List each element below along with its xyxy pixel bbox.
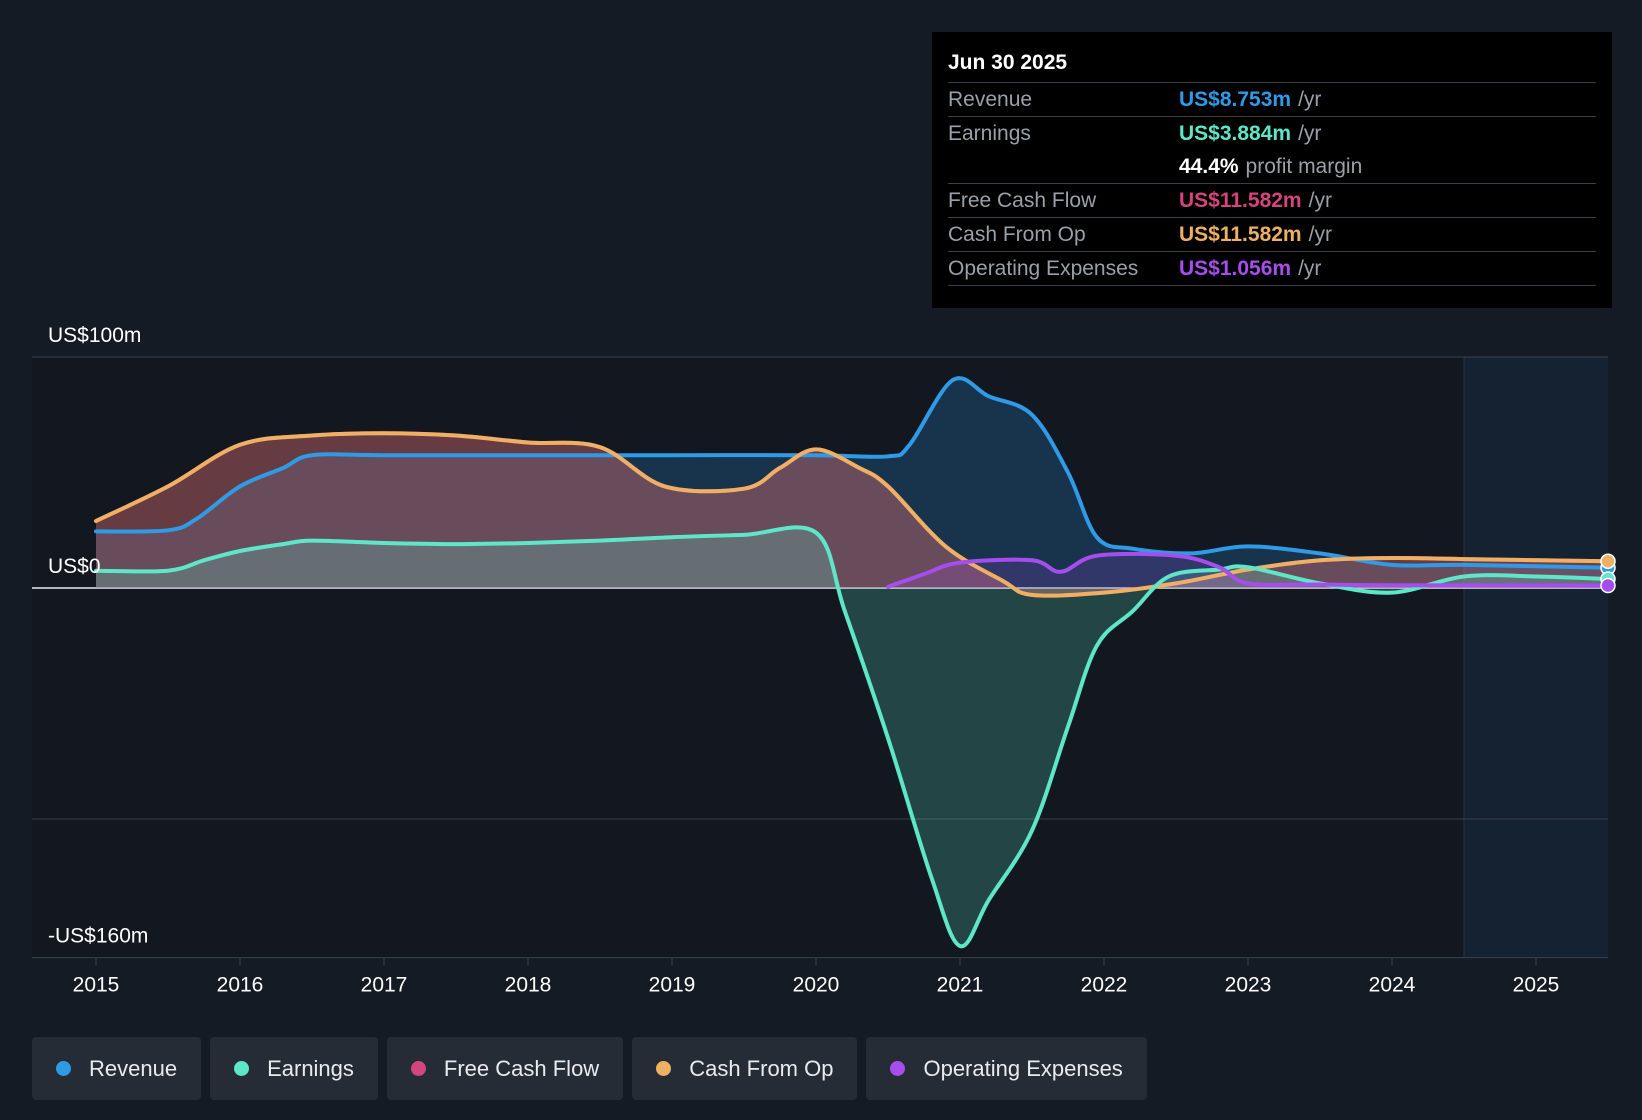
tooltip-row-operating-expenses: Operating Expenses US$1.056m /yr [948,251,1596,285]
tooltip-value: US$11.582m [1179,188,1302,212]
tooltip-row-free-cash-flow: Free Cash Flow US$11.582m /yr [948,183,1596,217]
profit-margin-value: 44.4% [1179,154,1239,178]
tooltip-divider [948,285,1596,286]
legend-item-operating-expenses[interactable]: Operating Expenses [866,1037,1147,1100]
legend: Revenue Earnings Free Cash Flow Cash Fro… [32,1037,1156,1100]
profit-margin-label: profit margin [1245,154,1363,178]
x-tick-label: 2024 [1369,974,1416,997]
tooltip-label: Free Cash Flow [948,188,1097,212]
y-axis-label: -US$160m [48,925,148,948]
cash-from-op-end-point [1600,553,1616,569]
y-axis-label: US$0 [48,555,101,578]
tooltip-unit: /yr [1308,188,1332,212]
tooltip-unit: /yr [1298,87,1322,111]
tooltip-panel: Jun 30 2025 Revenue US$8.753m /yr Earnin… [932,32,1612,308]
earnings-line [94,525,1610,949]
free-cash-flow-area [96,433,1608,596]
x-tick-label: 2017 [361,974,408,997]
revenue-line [94,376,1610,570]
tooltip-row-earnings: Earnings US$3.884m /yr [948,116,1596,150]
tooltip-label: Earnings [948,121,1031,145]
operating-expenses-end-point [1600,577,1616,594]
legend-item-revenue[interactable]: Revenue [32,1037,202,1100]
x-tick-label: 2020 [793,974,840,997]
tooltip-date: Jun 30 2025 [948,51,1068,74]
earnings-area [96,527,1608,947]
tooltip-value: US$3.884m [1179,121,1292,145]
tooltip-unit: /yr [1308,222,1332,246]
tooltip-unit: /yr [1298,121,1322,145]
legend-label: Earnings [267,1055,354,1081]
legend-dot-icon [410,1061,426,1076]
y-axis-label: US$100m [48,324,141,347]
legend-dot-icon [234,1061,250,1076]
legend-dot-icon [656,1061,672,1076]
x-tick-label: 2023 [1225,974,1272,997]
tooltip-value: US$11.582m [1179,222,1302,246]
x-tick-label: 2016 [217,974,264,997]
tooltip-value: US$1.056m [1179,256,1292,280]
tooltip-label: Cash From Op [948,222,1086,246]
tooltip-label: Operating Expenses [948,256,1139,280]
legend-label: Free Cash Flow [443,1055,600,1081]
operating-expenses-area [888,553,1608,588]
x-tick-label: 2022 [1081,974,1128,997]
legend-dot-icon [890,1061,906,1076]
tooltip-row-revenue: Revenue US$8.753m /yr [948,82,1596,116]
legend-item-free-cash-flow[interactable]: Free Cash Flow [386,1037,624,1100]
legend-item-earnings[interactable]: Earnings [210,1037,378,1100]
x-tick-label: 2021 [937,974,984,997]
operating-expenses-line [886,551,1610,589]
tooltip-unit: /yr [1298,256,1322,280]
legend-label: Cash From Op [689,1055,834,1081]
x-tick-label: 2025 [1513,974,1560,997]
tooltip-row-profit-margin: 44.4% profit margin [948,150,1596,183]
x-tick-label: 2015 [73,974,120,997]
legend-item-cash-from-op[interactable]: Cash From Op [632,1037,858,1100]
x-tick-label: 2018 [505,974,552,997]
tooltip-label: Revenue [948,87,1033,111]
tooltip-value: US$8.753m [1179,87,1292,111]
cash-from-op-line [94,431,1610,598]
revenue-area [96,378,1608,588]
forecast-region [1464,357,1608,958]
x-tick-label: 2019 [649,974,696,997]
legend-label: Operating Expenses [923,1055,1123,1081]
tooltip-row-cash-from-op: Cash From Op US$11.582m /yr [948,217,1596,251]
cash-from-op-area [96,433,1608,596]
legend-dot-icon [56,1061,71,1076]
legend-label: Revenue [89,1055,178,1081]
